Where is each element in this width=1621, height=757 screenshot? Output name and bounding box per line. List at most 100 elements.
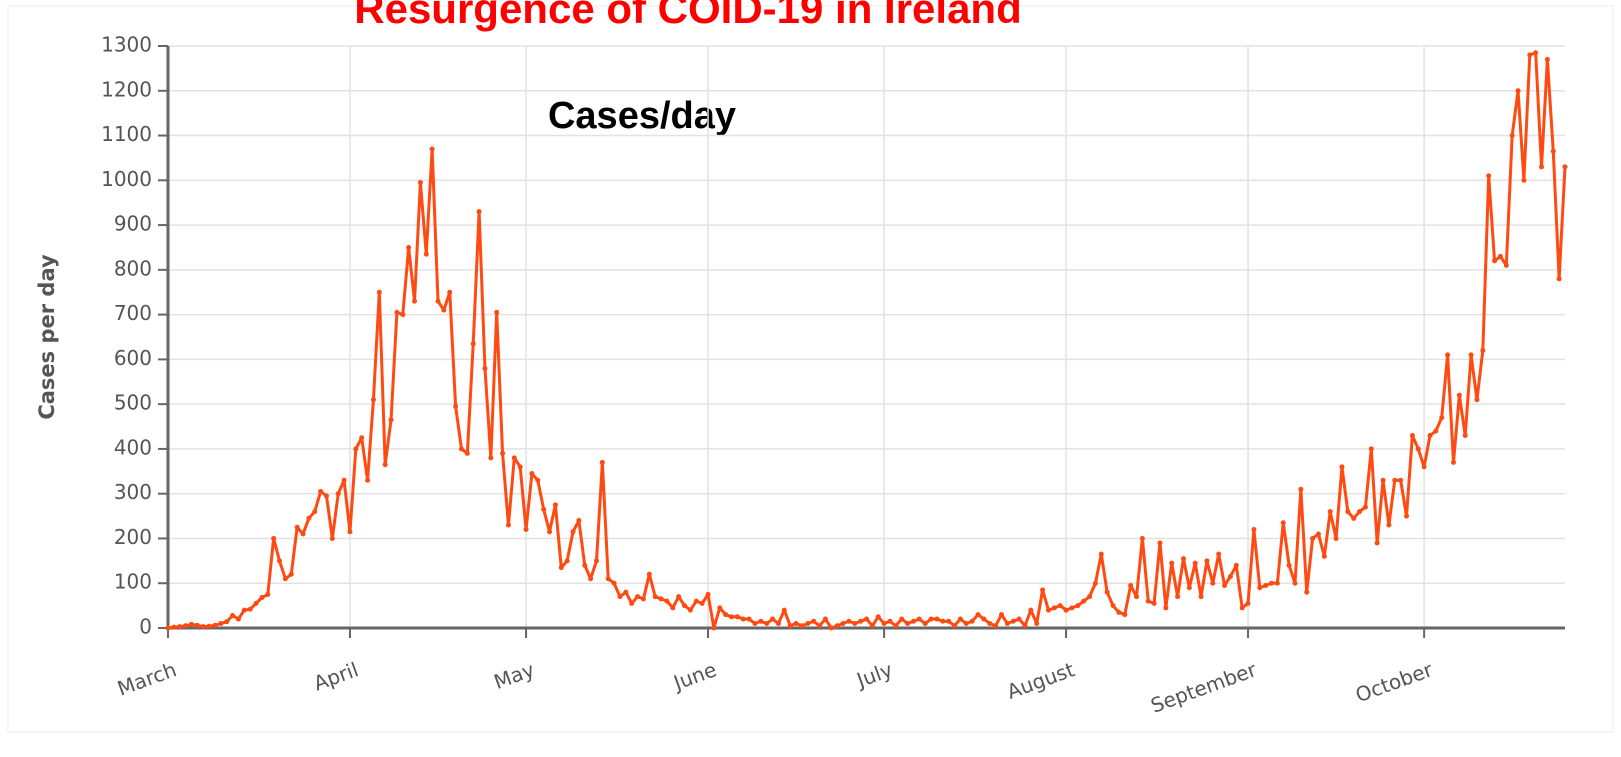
- point: [705, 591, 711, 597]
- y-tick-label: 200: [114, 525, 152, 549]
- point: [541, 506, 547, 512]
- point: [376, 289, 382, 295]
- point: [247, 606, 253, 612]
- point: [1081, 598, 1087, 604]
- point: [1239, 605, 1245, 611]
- point: [1280, 520, 1286, 526]
- point: [752, 621, 758, 627]
- point: [740, 616, 746, 622]
- point: [1087, 594, 1093, 600]
- point: [875, 614, 881, 620]
- chart-title: Resurgence of COID-19 in Ireland: [354, 0, 1022, 32]
- y-tick-label: 100: [114, 570, 152, 594]
- point: [1398, 477, 1404, 483]
- point: [793, 621, 799, 627]
- y-tick-label: 300: [114, 480, 152, 504]
- point: [811, 618, 817, 624]
- point: [746, 616, 752, 622]
- point: [165, 625, 171, 631]
- point: [1034, 621, 1040, 627]
- point: [1051, 605, 1057, 611]
- point: [494, 309, 500, 315]
- point: [905, 621, 911, 627]
- point: [1468, 352, 1474, 358]
- point: [711, 625, 717, 631]
- point: [1198, 594, 1204, 600]
- point: [1251, 527, 1257, 533]
- point: [934, 616, 940, 622]
- point: [1492, 258, 1498, 264]
- point: [206, 623, 212, 629]
- point: [230, 612, 236, 618]
- point: [406, 244, 412, 250]
- point: [312, 509, 318, 515]
- y-tick-label: 900: [114, 212, 152, 236]
- point: [1245, 600, 1251, 606]
- point: [1539, 164, 1545, 170]
- point: [1439, 415, 1445, 421]
- point: [417, 180, 423, 186]
- point: [834, 623, 840, 629]
- point: [1092, 580, 1098, 586]
- point: [828, 625, 834, 631]
- point: [1004, 621, 1010, 627]
- point: [335, 491, 341, 497]
- point: [922, 621, 928, 627]
- point: [441, 307, 447, 313]
- point: [300, 531, 306, 537]
- point: [1169, 560, 1175, 566]
- point: [1175, 594, 1181, 600]
- point: [552, 502, 558, 508]
- point: [1421, 464, 1427, 470]
- point: [259, 595, 265, 601]
- point: [1010, 618, 1016, 624]
- point: [787, 623, 793, 629]
- point: [1186, 585, 1192, 591]
- point: [470, 341, 476, 347]
- point: [188, 621, 194, 627]
- point: [1374, 540, 1380, 546]
- point: [564, 558, 570, 564]
- point: [999, 612, 1005, 618]
- point: [593, 558, 599, 564]
- point: [652, 594, 658, 600]
- point: [1063, 607, 1069, 613]
- point: [1562, 164, 1568, 170]
- point: [1474, 397, 1480, 403]
- point: [640, 596, 646, 602]
- point: [200, 624, 206, 630]
- point: [370, 397, 376, 403]
- point: [476, 209, 482, 215]
- point: [864, 616, 869, 622]
- point: [341, 477, 347, 483]
- point: [323, 493, 329, 499]
- point: [241, 607, 247, 613]
- point: [1292, 580, 1298, 586]
- point: [1321, 553, 1327, 559]
- point: [1339, 464, 1345, 470]
- point: [899, 616, 905, 622]
- point: [1456, 392, 1462, 398]
- point: [1415, 446, 1421, 452]
- point: [852, 621, 858, 627]
- point: [505, 522, 511, 528]
- point: [840, 621, 846, 627]
- point: [699, 600, 705, 606]
- point: [775, 621, 781, 627]
- point: [881, 621, 887, 627]
- point: [1075, 603, 1081, 609]
- point: [1515, 88, 1521, 94]
- point: [1210, 580, 1216, 586]
- point: [429, 146, 435, 152]
- point: [347, 529, 353, 535]
- point: [676, 594, 682, 600]
- point: [353, 446, 359, 452]
- point: [588, 576, 594, 582]
- point: [987, 621, 993, 627]
- point: [1057, 603, 1063, 609]
- point: [893, 623, 899, 629]
- point: [1134, 594, 1140, 600]
- chart-background: [7, 5, 1614, 733]
- point: [535, 477, 541, 483]
- point: [822, 616, 828, 622]
